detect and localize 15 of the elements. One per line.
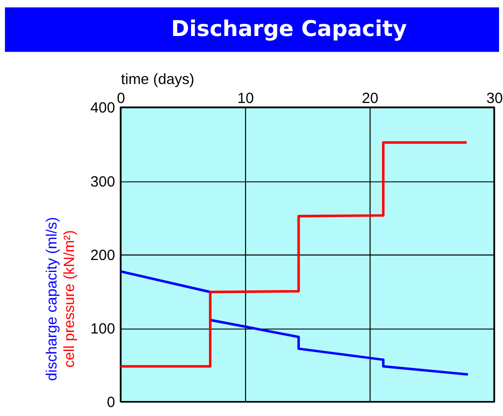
x-tick-label: 0 [116, 90, 126, 107]
text: discharge capacity (ml/s) [44, 216, 60, 381]
x-tick-label: 10 [237, 90, 254, 107]
x-tick-label: 20 [362, 90, 378, 107]
y-tick-label: 100 [90, 322, 116, 338]
y-tick-label: 300 [90, 174, 116, 190]
line-series [119, 141, 468, 368]
line-series [119, 270, 470, 376]
x-axis-title: time (days) [121, 72, 194, 88]
chart-title: Discharge Capacity [171, 17, 407, 42]
y-tick-label: 200 [90, 248, 116, 264]
y-tick-label: 400 [90, 100, 116, 117]
text: cell pressure (kN/m²) [62, 230, 78, 368]
y-tick-label: 0 [106, 395, 116, 412]
x-tick-label: 30 [486, 90, 503, 107]
